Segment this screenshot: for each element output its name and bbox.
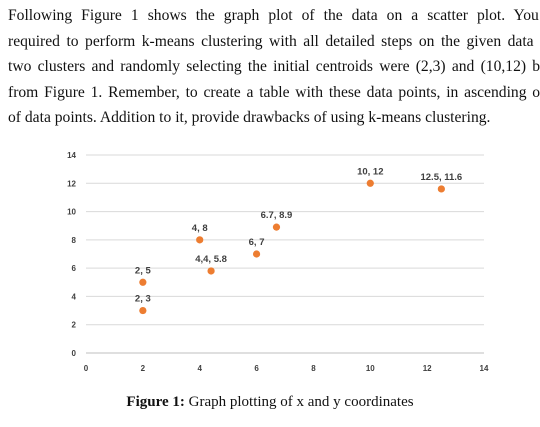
x-tick-label: 4 bbox=[197, 364, 202, 373]
data-point bbox=[139, 278, 147, 286]
x-tick-label: 12 bbox=[423, 364, 432, 373]
x-tick-label: 2 bbox=[141, 364, 146, 373]
paragraph-line-3: two clusters and randomly selecting the … bbox=[8, 58, 540, 75]
paragraph-line-2: required to perform k-means clustering w… bbox=[8, 32, 540, 50]
data-label: 6.7, 8.9 bbox=[261, 210, 293, 221]
data-point bbox=[366, 179, 374, 187]
y-tick-label: 6 bbox=[72, 264, 77, 273]
y-tick-label: 12 bbox=[67, 179, 76, 188]
question-paragraph: Following Figure 1 shows the graph plot … bbox=[8, 3, 540, 131]
y-tick-label: 14 bbox=[67, 151, 76, 160]
x-tick-label: 8 bbox=[311, 364, 316, 373]
x-tick-label: 10 bbox=[366, 364, 375, 373]
data-labels: 2, 3 2, 5 4, 8 4,4, 5.8 6, 7 6.7, 8.9 10, 12 12… bbox=[135, 166, 462, 304]
x-tick-label: 14 bbox=[480, 364, 489, 373]
y-tick-label: 10 bbox=[67, 208, 76, 217]
paragraph-line-4: from Figure 1. Remember, to create a tab… bbox=[8, 83, 540, 101]
gridlines bbox=[86, 154, 484, 326]
data-label: 12.5, 11.6 bbox=[420, 172, 462, 183]
y-tick-label: 8 bbox=[72, 236, 77, 245]
data-label: 6, 7 bbox=[249, 237, 265, 248]
data-point bbox=[437, 185, 445, 193]
x-tick-label: 6 bbox=[254, 364, 259, 373]
paragraph-line-1: Following Figure 1 shows the graph plot … bbox=[8, 7, 540, 24]
caption-text: Graph plotting of x and y coordinates bbox=[184, 394, 414, 410]
y-tick-label: 4 bbox=[72, 292, 77, 301]
data-points bbox=[139, 179, 445, 315]
y-tick-label: 0 bbox=[72, 349, 77, 358]
x-tick-label: 0 bbox=[84, 364, 89, 373]
data-point bbox=[207, 267, 215, 275]
data-label: 2, 5 bbox=[135, 265, 152, 276]
scatter-chart: 0 2 4 6 8 10 12 14 0 2 4 6 8 10 12 14 2, 3 2, 5 4, 8 4,4, … bbox=[67, 151, 489, 373]
caption-label: Figure 1: bbox=[126, 394, 185, 410]
data-point bbox=[252, 250, 261, 258]
tick-labels: 0 2 4 6 8 10 12 14 0 2 4 6 8 10 12 14 bbox=[67, 151, 489, 373]
data-point bbox=[272, 223, 281, 231]
data-label: 2, 3 bbox=[135, 294, 151, 305]
data-label: 4,4, 5.8 bbox=[195, 254, 227, 265]
data-point bbox=[196, 236, 204, 244]
data-point bbox=[139, 306, 147, 315]
data-label: 4, 8 bbox=[192, 223, 208, 234]
figure-caption: Figure 1: Graph plotting of x and y coor… bbox=[0, 394, 540, 411]
y-tick-label: 2 bbox=[72, 321, 77, 330]
data-label: 10, 12 bbox=[357, 166, 383, 177]
paragraph-line-5: of data points. Addition to it, provide … bbox=[8, 109, 491, 126]
